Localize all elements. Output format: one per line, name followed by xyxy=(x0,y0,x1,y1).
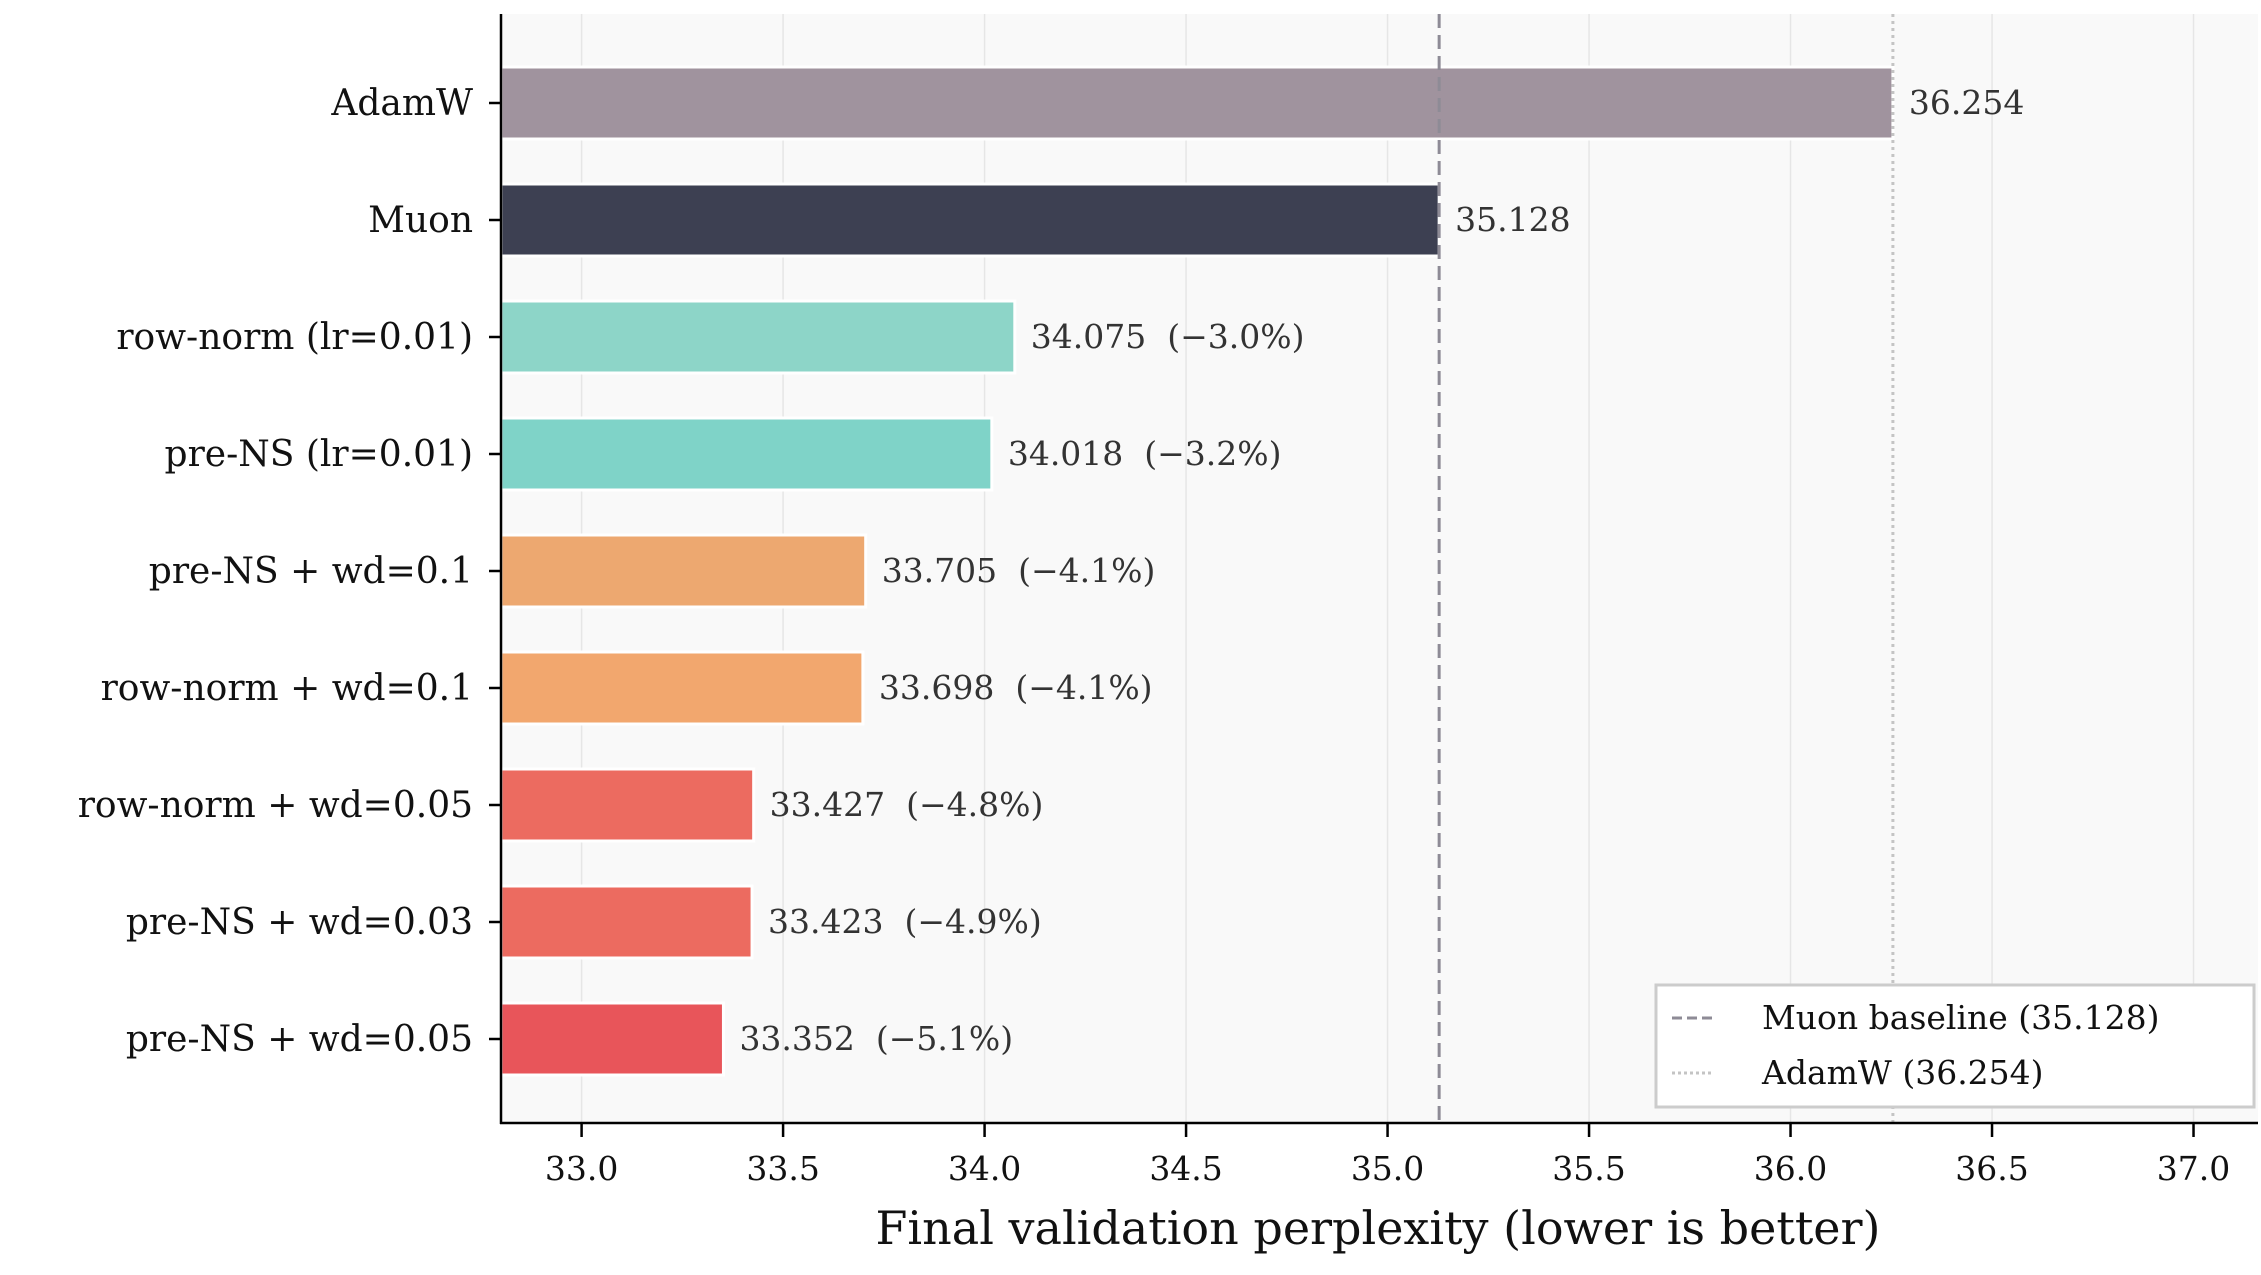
bar-8 xyxy=(499,1001,725,1077)
y-tick-label: row-norm (lr=0.01) xyxy=(116,317,473,358)
data-label: 34.075 (−3.0%) xyxy=(1031,317,1305,356)
bar-3 xyxy=(499,416,994,492)
legend-adamw-label: AdamW (36.254) xyxy=(1761,1053,2044,1092)
x-tick-label: 34.5 xyxy=(1149,1149,1222,1188)
x-tick-label: 37.0 xyxy=(2157,1149,2230,1188)
y-tick-label: pre-NS (lr=0.01) xyxy=(165,434,473,475)
data-label: 36.254 xyxy=(1909,83,2024,122)
bar-4 xyxy=(499,533,868,609)
data-label: 33.423 (−4.9%) xyxy=(768,902,1042,941)
legend-box xyxy=(1654,983,2256,1109)
x-axis-label: Final validation perplexity (lower is be… xyxy=(876,1201,1881,1255)
y-tick-label: AdamW xyxy=(330,83,473,124)
data-label: 33.427 (−4.8%) xyxy=(770,785,1044,824)
x-tick-label: 33.5 xyxy=(746,1149,819,1188)
y-tick-label: pre-NS + wd=0.1 xyxy=(149,551,473,592)
data-label: 33.705 (−4.1%) xyxy=(882,551,1156,590)
y-tick-label: Muon xyxy=(368,200,473,241)
data-label: 33.352 (−5.1%) xyxy=(739,1019,1013,1058)
x-tick-label: 36.5 xyxy=(1955,1149,2028,1188)
data-label: 33.698 (−4.1%) xyxy=(879,668,1153,707)
x-tick-label: 33.0 xyxy=(545,1149,618,1188)
bar-5 xyxy=(499,650,865,726)
y-tick-label: pre-NS + wd=0.05 xyxy=(126,1019,473,1060)
x-tick-label: 34.0 xyxy=(948,1149,1021,1188)
x-tick-label: 35.0 xyxy=(1351,1149,1424,1188)
y-tick-label: pre-NS + wd=0.03 xyxy=(126,902,473,943)
legend-muon-label: Muon baseline (35.128) xyxy=(1762,998,2160,1037)
bar-2 xyxy=(499,299,1017,375)
bar-6 xyxy=(499,767,756,843)
legend: Muon baseline (35.128) AdamW (36.254) xyxy=(1654,983,2256,1109)
bar-1 xyxy=(499,182,1441,258)
y-tick-label: row-norm + wd=0.1 xyxy=(101,668,473,709)
bar-7 xyxy=(499,884,754,960)
y-tick-label: row-norm + wd=0.05 xyxy=(78,785,473,826)
bar-0 xyxy=(499,65,1895,141)
data-label: 34.018 (−3.2%) xyxy=(1008,434,1282,473)
x-tick-label: 36.0 xyxy=(1754,1149,1827,1188)
x-tick-label: 35.5 xyxy=(1552,1149,1625,1188)
data-label: 35.128 xyxy=(1455,200,1570,239)
